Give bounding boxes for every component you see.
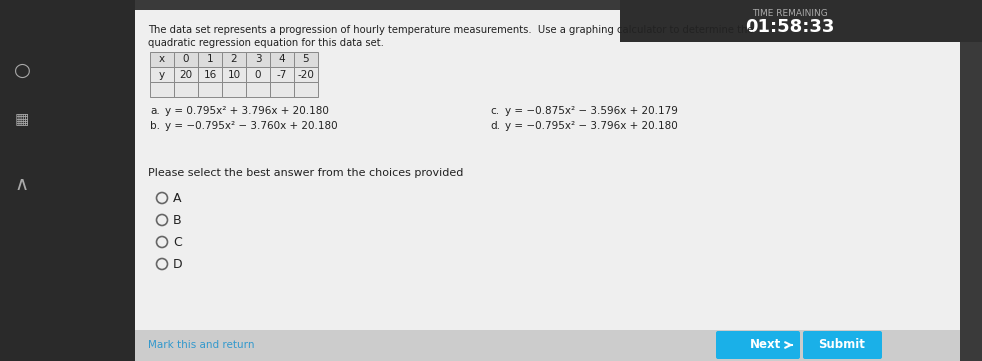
Text: The data set represents a progression of hourly temperature measurements.  Use a: The data set represents a progression of…: [148, 25, 753, 35]
Text: 2: 2: [231, 55, 238, 65]
FancyBboxPatch shape: [150, 52, 174, 67]
FancyBboxPatch shape: [270, 52, 294, 67]
Text: d.: d.: [490, 121, 500, 131]
Text: ○: ○: [14, 61, 30, 79]
Text: C: C: [173, 235, 182, 248]
FancyBboxPatch shape: [150, 67, 174, 82]
Text: b.: b.: [150, 121, 160, 131]
Text: 5: 5: [302, 55, 309, 65]
Text: ∧: ∧: [15, 175, 29, 195]
Text: -7: -7: [277, 70, 287, 79]
FancyBboxPatch shape: [246, 82, 270, 97]
Text: 16: 16: [203, 70, 217, 79]
FancyBboxPatch shape: [135, 10, 960, 335]
Text: y = −0.795x² − 3.796x + 20.180: y = −0.795x² − 3.796x + 20.180: [505, 121, 678, 131]
Text: 3: 3: [254, 55, 261, 65]
Text: Next: Next: [750, 339, 782, 352]
FancyBboxPatch shape: [150, 82, 174, 97]
FancyBboxPatch shape: [174, 52, 198, 67]
FancyBboxPatch shape: [246, 52, 270, 67]
Text: 1: 1: [206, 55, 213, 65]
FancyBboxPatch shape: [198, 67, 222, 82]
Text: c.: c.: [490, 106, 499, 116]
FancyBboxPatch shape: [198, 82, 222, 97]
Text: D: D: [173, 257, 183, 270]
Text: 0: 0: [254, 70, 261, 79]
Text: B: B: [173, 213, 182, 226]
Text: Submit: Submit: [819, 339, 865, 352]
Text: quadratic regression equation for this data set.: quadratic regression equation for this d…: [148, 38, 384, 48]
FancyBboxPatch shape: [198, 52, 222, 67]
Text: 4: 4: [279, 55, 286, 65]
Text: 10: 10: [228, 70, 241, 79]
FancyBboxPatch shape: [0, 0, 135, 361]
Text: TIME REMAINING: TIME REMAINING: [752, 9, 828, 18]
Text: ▦: ▦: [15, 113, 29, 127]
Text: y = 0.795x² + 3.796x + 20.180: y = 0.795x² + 3.796x + 20.180: [165, 106, 329, 116]
Text: y = −0.875x² − 3.596x + 20.179: y = −0.875x² − 3.596x + 20.179: [505, 106, 678, 116]
FancyBboxPatch shape: [270, 67, 294, 82]
FancyBboxPatch shape: [270, 82, 294, 97]
Text: A: A: [173, 191, 182, 204]
Text: 01:58:33: 01:58:33: [745, 18, 835, 36]
Text: y: y: [159, 70, 165, 79]
FancyBboxPatch shape: [174, 67, 198, 82]
FancyBboxPatch shape: [294, 67, 318, 82]
FancyBboxPatch shape: [620, 0, 982, 42]
FancyBboxPatch shape: [246, 67, 270, 82]
FancyBboxPatch shape: [222, 52, 246, 67]
FancyBboxPatch shape: [294, 82, 318, 97]
FancyBboxPatch shape: [222, 67, 246, 82]
FancyBboxPatch shape: [716, 331, 800, 359]
Text: a.: a.: [150, 106, 160, 116]
Text: y = −0.795x² − 3.760x + 20.180: y = −0.795x² − 3.760x + 20.180: [165, 121, 338, 131]
Text: x: x: [159, 55, 165, 65]
Text: Mark this and return: Mark this and return: [148, 340, 254, 350]
Text: -20: -20: [298, 70, 314, 79]
FancyBboxPatch shape: [294, 52, 318, 67]
FancyBboxPatch shape: [135, 330, 960, 361]
FancyBboxPatch shape: [174, 82, 198, 97]
FancyBboxPatch shape: [803, 331, 882, 359]
Text: 0: 0: [183, 55, 190, 65]
Text: Please select the best answer from the choices provided: Please select the best answer from the c…: [148, 168, 464, 178]
Text: 20: 20: [180, 70, 192, 79]
FancyBboxPatch shape: [222, 82, 246, 97]
